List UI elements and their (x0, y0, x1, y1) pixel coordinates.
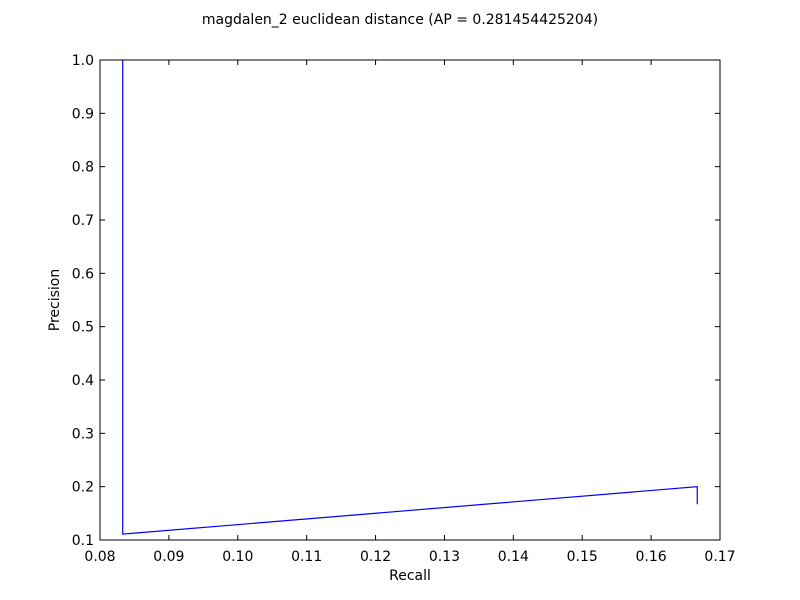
x-axis-label: Recall (389, 568, 431, 584)
x-tick-label: 0.10 (222, 549, 253, 565)
series-layer (122, 60, 698, 535)
plot-frame (99, 59, 721, 541)
y-tick-label: 0.2 (72, 480, 94, 496)
chart-title: magdalen_2 euclidean distance (AP = 0.28… (202, 12, 598, 28)
y-tick-label: 0.6 (72, 266, 94, 282)
x-tick-label: 0.15 (567, 549, 598, 565)
x-tick-label: 0.09 (153, 549, 184, 565)
plot-area (100, 60, 720, 540)
y-tick-label: 0.3 (72, 426, 94, 442)
y-tick-label: 0.4 (72, 373, 94, 389)
y-tick-label: 1.0 (72, 53, 94, 69)
x-tick-label: 0.11 (291, 549, 322, 565)
x-tick-label: 0.12 (360, 549, 391, 565)
y-tick-label: 0.9 (72, 106, 94, 122)
plot-background (100, 60, 720, 540)
y-tick-label: 0.1 (72, 533, 94, 549)
y-tick-label: 0.8 (72, 160, 94, 176)
x-tick-label: 0.08 (84, 549, 115, 565)
y-tick-label: 0.5 (72, 320, 94, 336)
x-tick-label: 0.13 (429, 549, 460, 565)
y-tick-label: 0.7 (72, 213, 94, 229)
series-line-0 (122, 60, 698, 535)
x-tick-label: 0.16 (636, 549, 667, 565)
x-tick-label: 0.14 (498, 549, 529, 565)
y-axis-label: Precision (47, 269, 63, 331)
ticks-layer: 0.08 0.09 0.10 0.11 0.12 0.13 0.14 0.15 0.16 0.17… (72, 53, 736, 565)
x-tick-label: 0.17 (704, 549, 735, 565)
